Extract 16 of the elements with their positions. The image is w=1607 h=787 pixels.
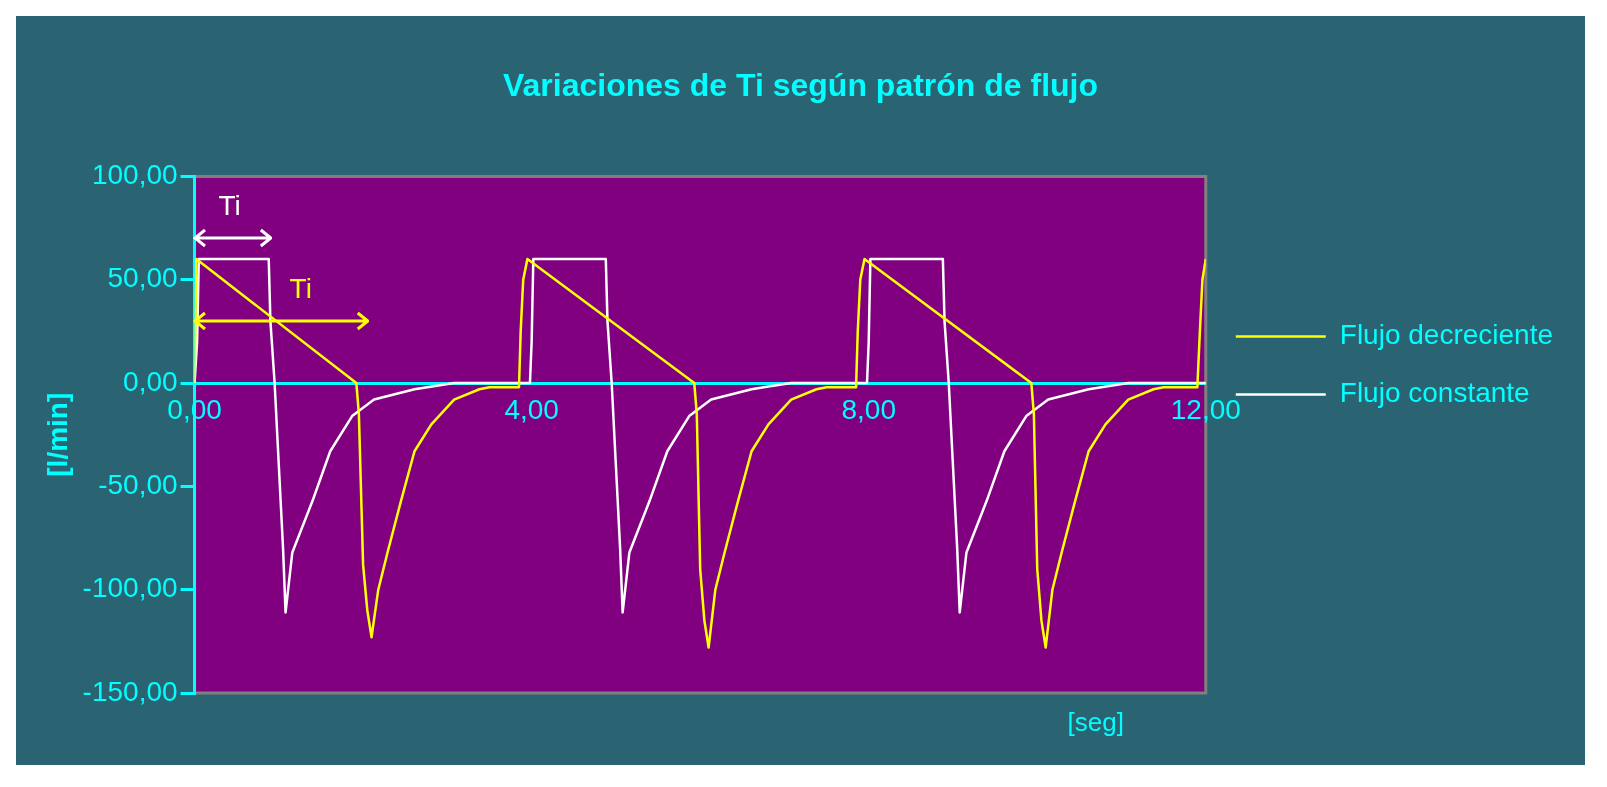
- y-tick-label: -100,00: [82, 572, 178, 604]
- y-axis-title: [l/min]: [41, 392, 73, 477]
- annotation: Ti: [218, 190, 241, 223]
- legend-label: Flujo constante: [1339, 377, 1530, 409]
- y-tick-label: -50,00: [98, 469, 178, 501]
- x-tick-label: 12,00: [1170, 393, 1241, 425]
- x-tick-label: 8,00: [841, 393, 896, 425]
- y-tick-label: 0,00: [123, 365, 178, 397]
- x-axis-title: [seg]: [1067, 707, 1124, 738]
- annotation: Ti: [289, 273, 312, 306]
- legend-label: Flujo decreciente: [1339, 319, 1554, 351]
- y-tick-label: 100,00: [91, 159, 178, 191]
- y-tick-label: 50,00: [107, 262, 178, 294]
- chart-title: Variaciones de Ti según patrón de flujo: [502, 67, 1099, 104]
- y-tick-label: -150,00: [82, 675, 178, 707]
- x-tick-label: 4,00: [504, 393, 559, 425]
